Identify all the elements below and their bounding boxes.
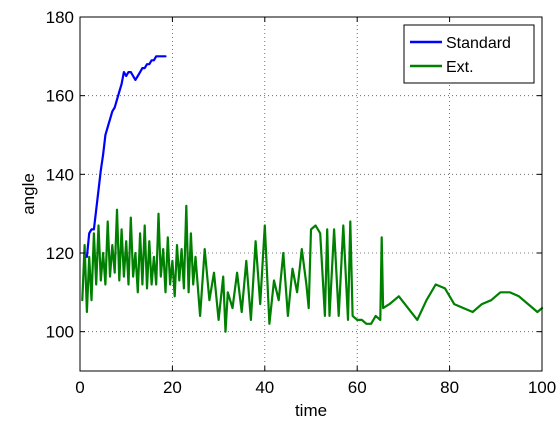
y-tick-label: 120 [46,244,74,263]
plot-frame [79,16,543,372]
y-tick-label: 100 [46,323,74,342]
x-tick-label: 80 [440,378,459,397]
legend-label-standard: Standard [446,35,511,52]
series-line-standard [85,55,167,258]
ticks: 0 20 40 60 80 100 100 120 140 160 180 [46,8,557,397]
y-tick-label: 180 [46,8,74,27]
x-tick-label: 20 [163,378,182,397]
x-axis-label: time [295,401,327,420]
x-tick-label: 40 [255,378,274,397]
series-group [81,55,544,333]
legend: Standard Ext. [403,24,535,84]
legend-label-ext: Ext. [446,59,474,76]
series-line-ext [81,204,544,333]
x-tick-label: 100 [528,378,556,397]
y-axis-label: angle [19,173,38,215]
y-tick-label: 160 [46,87,74,106]
legend-box [403,24,535,84]
x-tick-label: 60 [348,378,367,397]
y-tick-label: 140 [46,165,74,184]
x-tick-label: 0 [75,378,84,397]
